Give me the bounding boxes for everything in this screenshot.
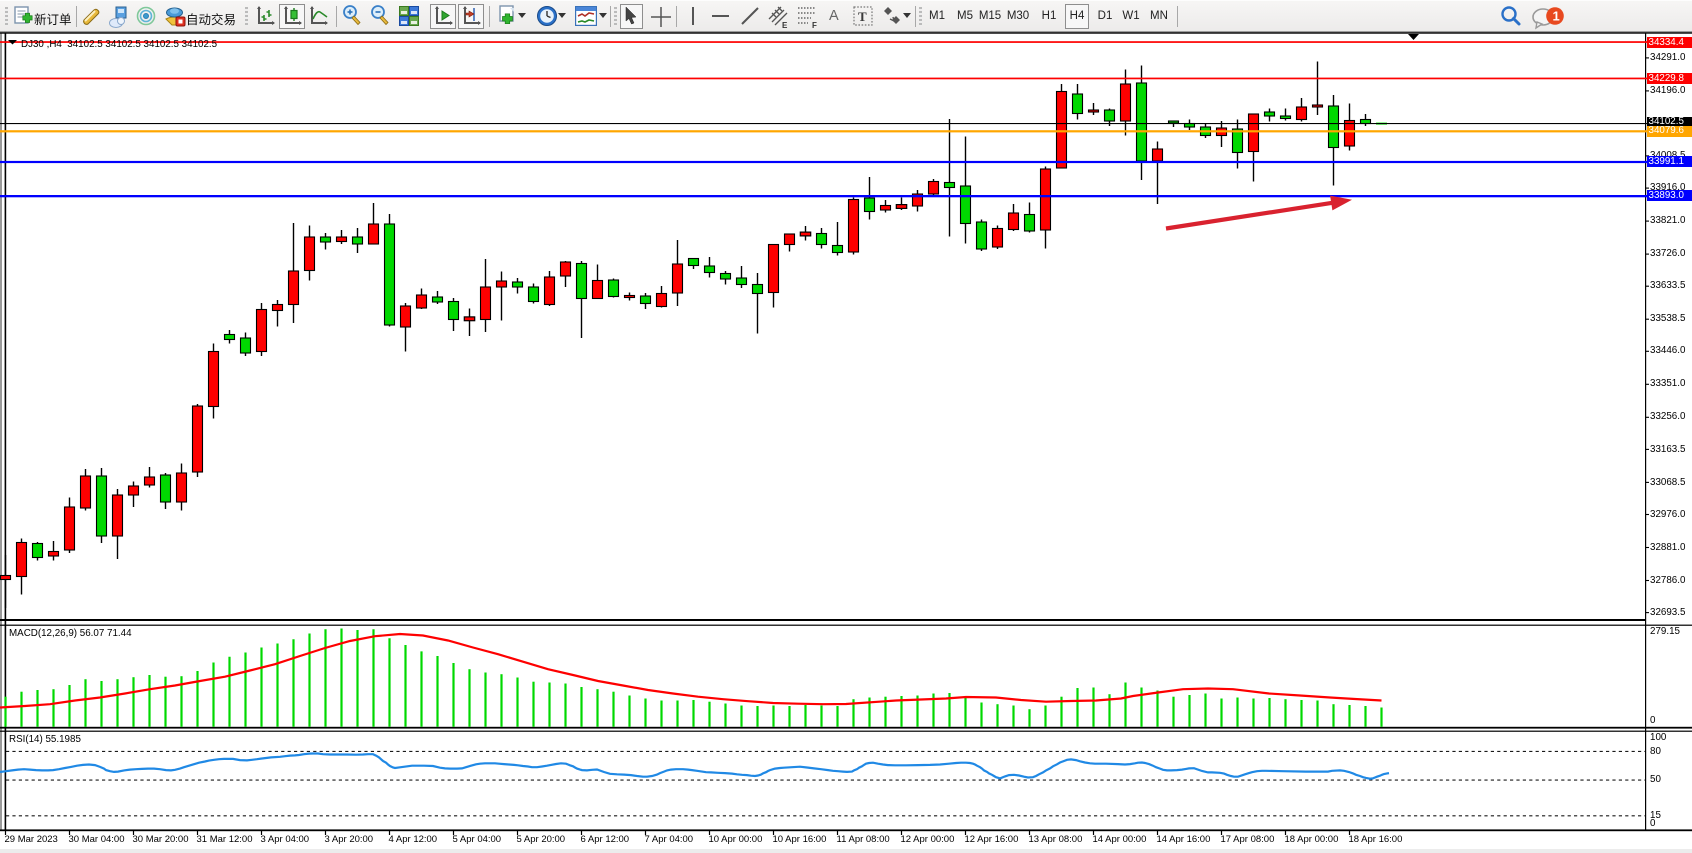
svg-text:1: 1 [1553,9,1560,24]
svg-text:F: F [812,21,817,29]
svg-text:T: T [858,9,867,24]
svg-text:E: E [782,21,788,29]
